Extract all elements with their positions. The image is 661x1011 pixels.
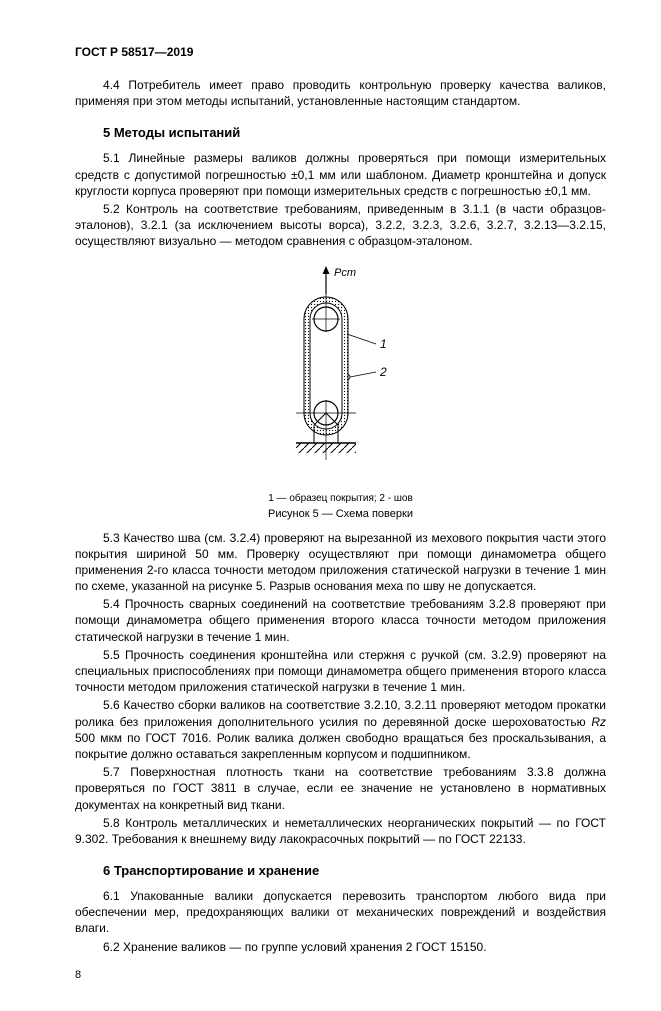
figure-caption: Рисунок 5 — Схема поверки (75, 508, 606, 520)
paragraph-5-3: 5.3 Качество шва (см. 3.2.4) проверяют н… (75, 530, 606, 595)
section-5-heading: 5 Методы испытаний (103, 125, 606, 140)
p56-b: 500 мкм по ГОСТ 7016. Ролик валика долже… (75, 731, 606, 761)
figure-5: Pст (75, 264, 606, 520)
paragraph-5-7: 5.7 Поверхностная плотность ткани на соо… (75, 764, 606, 813)
figure-svg: Pст (256, 264, 426, 484)
paragraph-5-1: 5.1 Линейные размеры валиков должны пров… (75, 150, 606, 199)
p56-rz: Rz (591, 715, 606, 729)
paragraph-5-6: 5.6 Качество сборки валиков на соответст… (75, 697, 606, 762)
leader-1: 1 (380, 337, 387, 351)
paragraph-5-4: 5.4 Прочность сварных соединений на соот… (75, 596, 606, 645)
paragraph-5-2: 5.2 Контроль на соответствие требованиям… (75, 201, 606, 250)
paragraph-4-4: 4.4 Потребитель имеет право проводить ко… (75, 77, 606, 109)
page-number: 8 (75, 969, 606, 981)
page-container: ГОСТ Р 58517—2019 4.4 Потребитель имеет … (0, 0, 661, 1011)
paragraph-5-5: 5.5 Прочность соединения кронштейна или … (75, 647, 606, 696)
document-header: ГОСТ Р 58517—2019 (75, 45, 606, 59)
force-label: Pст (334, 267, 356, 279)
leader-2: 2 (379, 365, 387, 379)
paragraph-5-8: 5.8 Контроль металлических и неметалличе… (75, 815, 606, 847)
paragraph-6-2: 6.2 Хранение валиков — по группе условий… (75, 939, 606, 955)
paragraph-6-1: 6.1 Упакованные валики допускается перев… (75, 888, 606, 937)
figure-legend: 1 — образец покрытия; 2 - шов (75, 493, 606, 504)
section-6-heading: 6 Транспортирование и хранение (103, 863, 606, 878)
p56-a: 5.6 Качество сборки валиков на соответст… (75, 698, 606, 728)
